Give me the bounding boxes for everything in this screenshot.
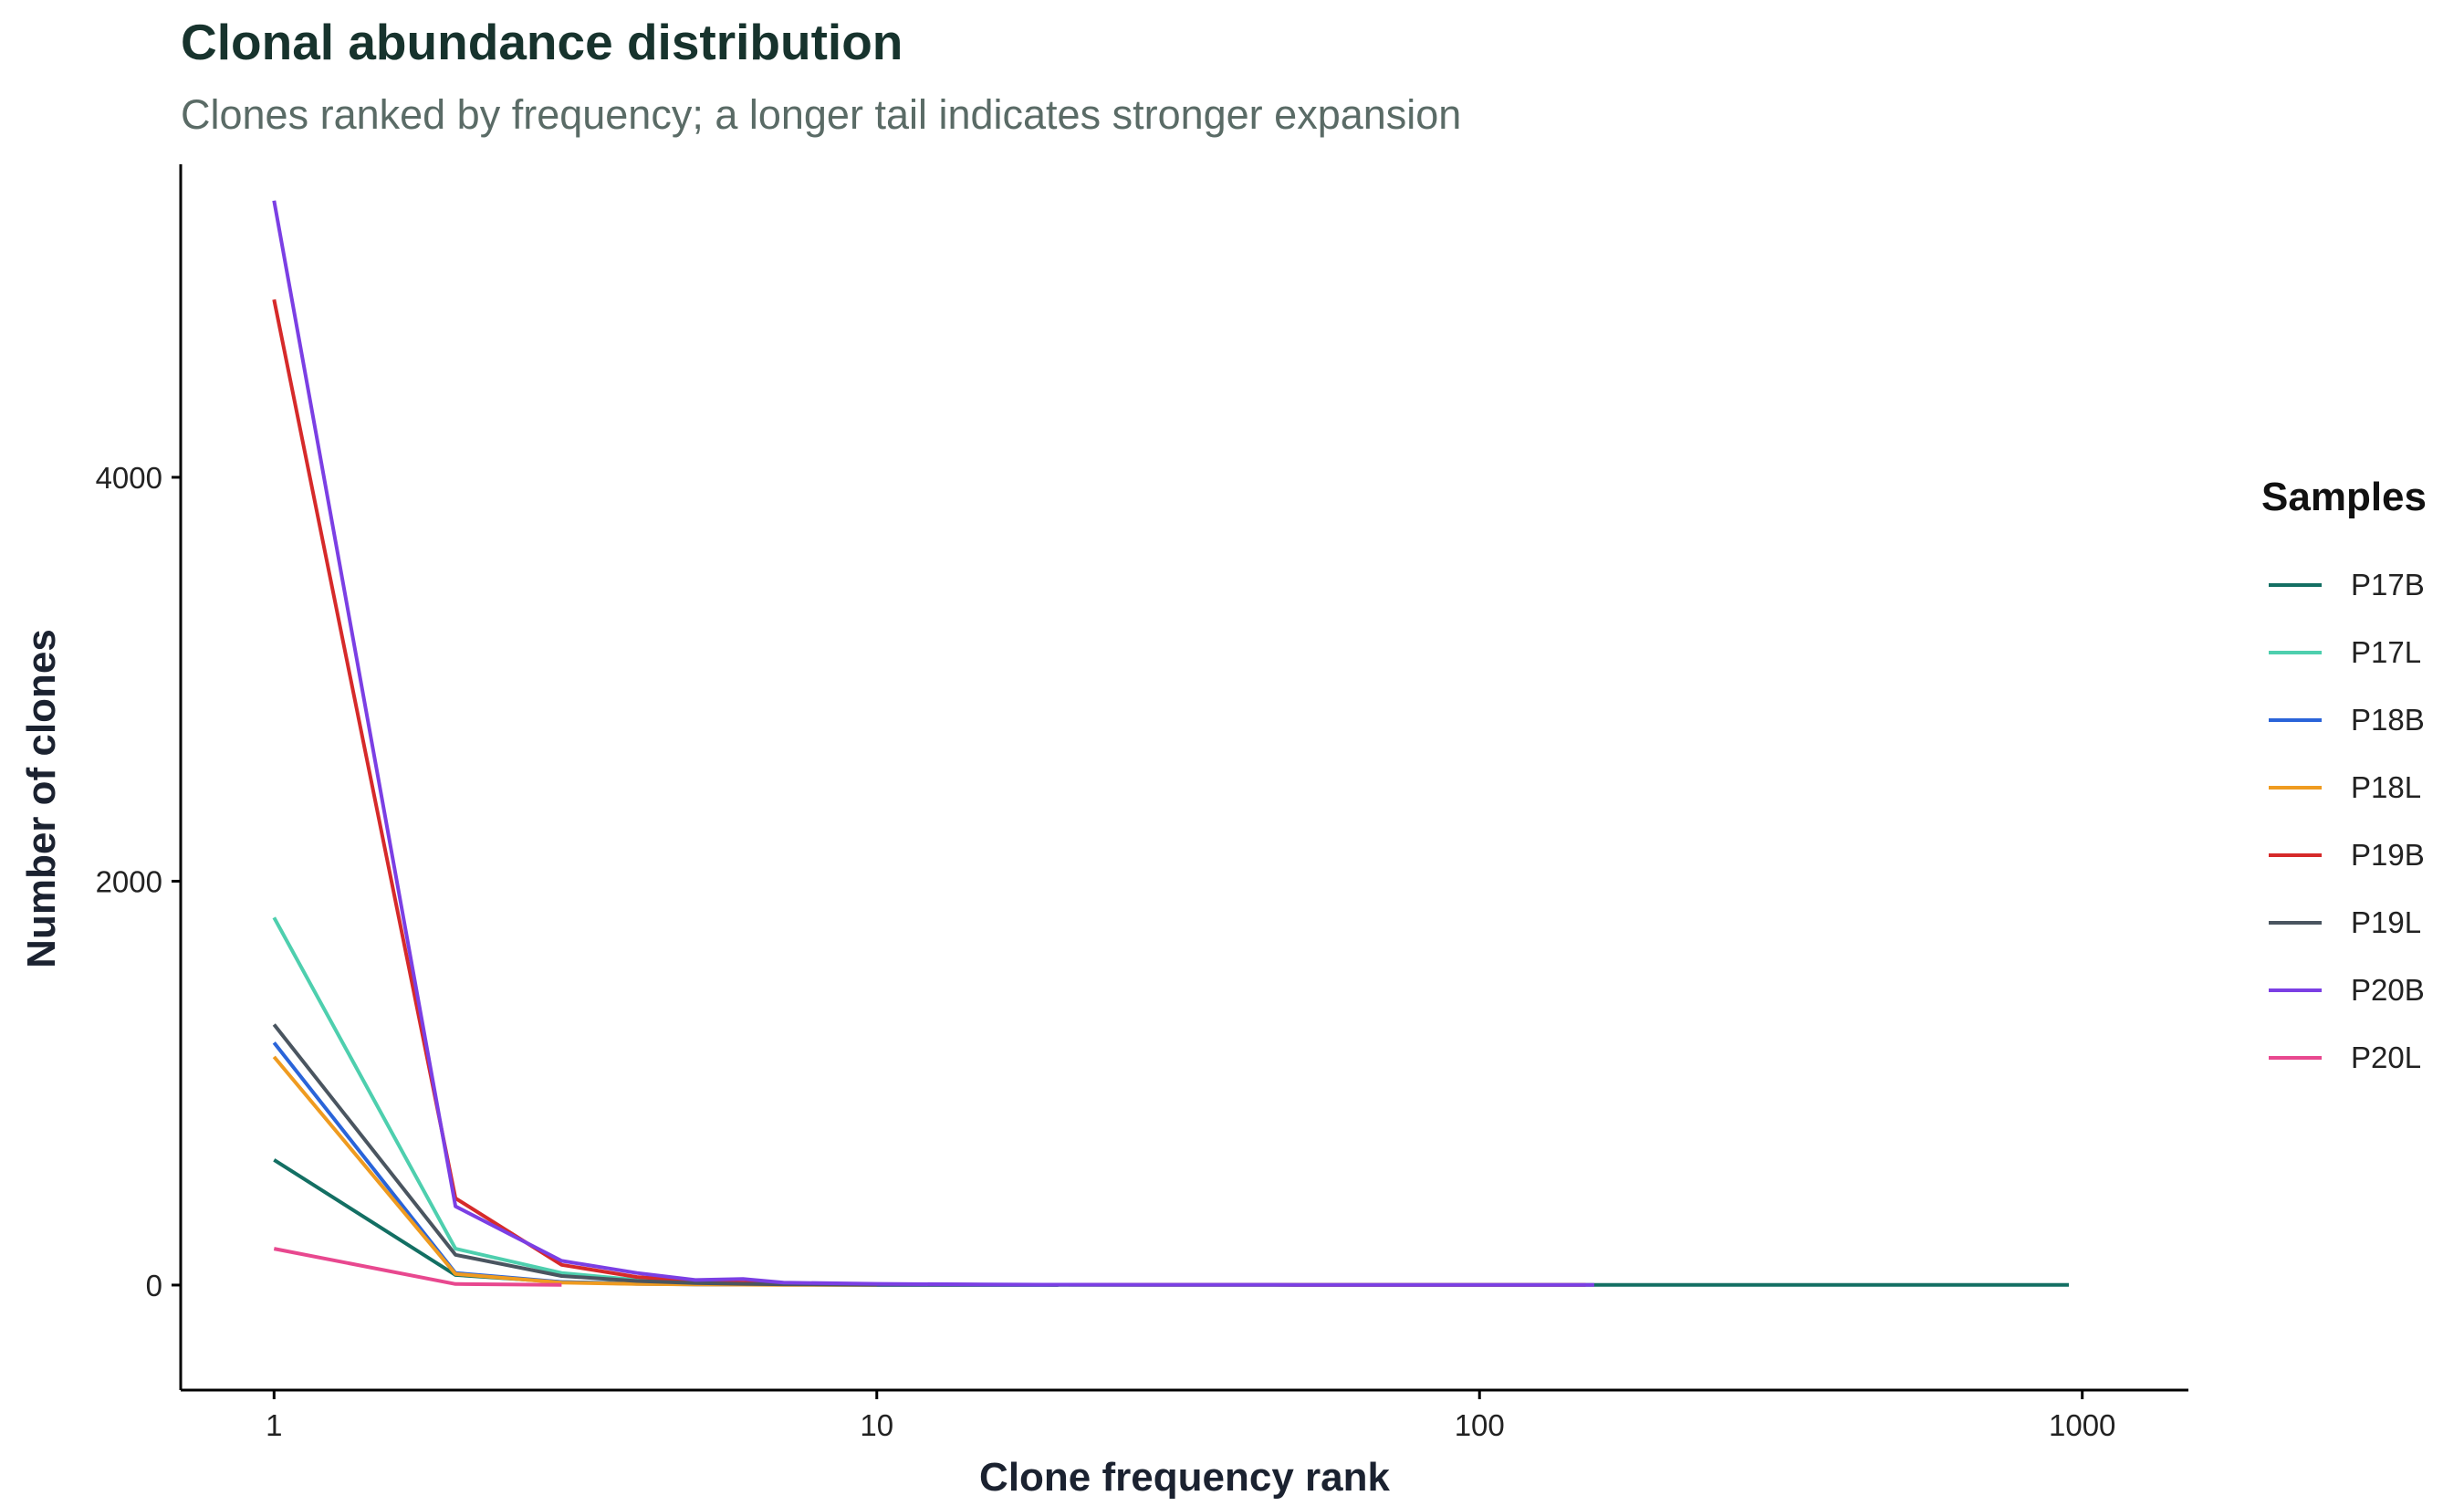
legend-item-p20l: P20L <box>2261 1024 2427 1092</box>
legend-item-p19l: P19L <box>2261 889 2427 957</box>
legend-swatch <box>2269 786 2322 790</box>
legend-label: P19B <box>2351 838 2425 872</box>
x-axis-title: Clone frequency rank <box>979 1455 1390 1500</box>
chart-subtitle: Clones ranked by frequency; a longer tai… <box>181 91 1462 138</box>
legend-items: P17B P17L P18B P18L P19B P19L P20B P20L <box>2261 551 2427 1092</box>
legend-swatch <box>2269 853 2322 857</box>
series-line-p18b <box>272 1041 1059 1287</box>
legend-title: Samples <box>2261 475 2427 519</box>
legend-item-p17l: P17L <box>2261 619 2427 686</box>
series-line-p18l <box>272 1055 877 1287</box>
legend-swatch <box>2269 921 2322 925</box>
chart-title: Clonal abundance distribution <box>181 14 903 70</box>
y-axis-title: Number of clones <box>19 629 64 968</box>
legend-label: P19L <box>2351 905 2422 939</box>
legend-label: P17L <box>2351 635 2422 669</box>
x-tick-label: 100 <box>1455 1408 1505 1442</box>
legend: Samples P17B P17L P18B P18L P19B P19L P20B P20L <box>2261 475 2427 1092</box>
x-tick-label: 1 <box>266 1408 282 1442</box>
series-line-p19l <box>272 1023 1059 1287</box>
x-tick-label: 1000 <box>2049 1408 2115 1442</box>
series-line-p17b <box>273 1158 2069 1287</box>
tick-layer: 1 10 100 1000 0 2000 4000 <box>96 461 2116 1442</box>
legend-swatch <box>2269 583 2322 587</box>
legend-item-p20b: P20B <box>2261 957 2427 1024</box>
y-tick-label: 4000 <box>96 461 162 495</box>
series-layer <box>272 200 2069 1287</box>
legend-label: P18B <box>2351 703 2425 737</box>
y-tick-label: 0 <box>146 1269 162 1302</box>
legend-label: P20L <box>2351 1041 2422 1074</box>
legend-swatch <box>2269 651 2322 654</box>
legend-swatch <box>2269 988 2322 992</box>
x-tick-label: 10 <box>860 1408 893 1442</box>
legend-swatch <box>2269 1056 2322 1060</box>
legend-item-p18l: P18L <box>2261 754 2427 821</box>
legend-label: P20B <box>2351 973 2425 1007</box>
legend-item-p19b: P19B <box>2261 821 2427 889</box>
legend-swatch <box>2269 718 2322 722</box>
legend-label: P17B <box>2351 568 2425 601</box>
series-line-p20b <box>272 200 1594 1287</box>
legend-label: P18L <box>2351 770 2422 804</box>
legend-item-p18b: P18B <box>2261 686 2427 754</box>
legend-item-p17b: P17B <box>2261 551 2427 619</box>
series-line-p17l <box>272 916 1299 1287</box>
series-line-p19b <box>272 298 1586 1287</box>
series-line-p20l <box>273 1247 562 1287</box>
y-tick-label: 2000 <box>96 864 162 898</box>
